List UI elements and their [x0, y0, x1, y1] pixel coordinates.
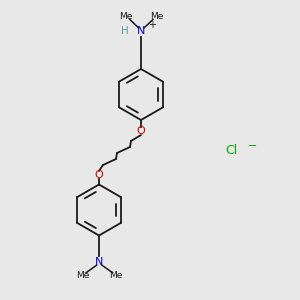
Text: Me: Me — [76, 271, 89, 280]
Text: N: N — [137, 26, 145, 37]
Text: +: + — [148, 20, 156, 30]
Text: Me: Me — [119, 12, 132, 21]
Text: N: N — [95, 256, 103, 267]
Text: Cl: Cl — [225, 143, 237, 157]
Text: Me: Me — [109, 271, 122, 280]
Text: Me: Me — [150, 12, 163, 21]
Text: H: H — [121, 26, 128, 37]
Text: O: O — [94, 170, 103, 181]
Text: −: − — [248, 140, 257, 151]
Text: O: O — [136, 125, 146, 136]
